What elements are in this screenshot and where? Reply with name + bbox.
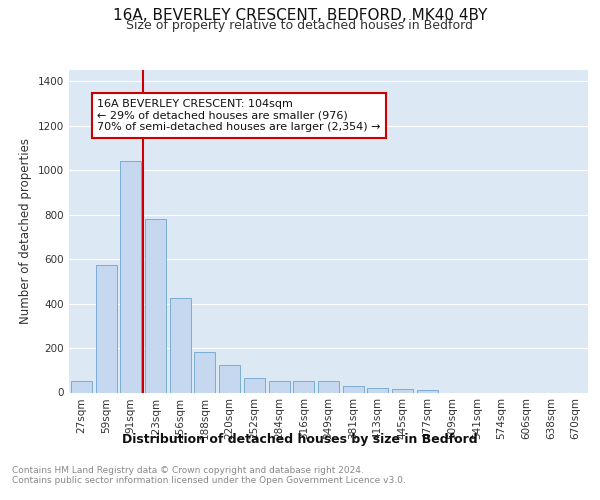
Text: Contains HM Land Registry data © Crown copyright and database right 2024.
Contai: Contains HM Land Registry data © Crown c… bbox=[12, 466, 406, 485]
Bar bbox=[170, 298, 191, 392]
Text: 16A, BEVERLEY CRESCENT, BEDFORD, MK40 4BY: 16A, BEVERLEY CRESCENT, BEDFORD, MK40 4B… bbox=[113, 8, 487, 22]
Text: Distribution of detached houses by size in Bedford: Distribution of detached houses by size … bbox=[122, 432, 478, 446]
Bar bbox=[293, 382, 314, 392]
Bar bbox=[367, 388, 388, 392]
Bar bbox=[417, 390, 438, 392]
Bar bbox=[194, 352, 215, 393]
Bar bbox=[145, 219, 166, 392]
Bar bbox=[318, 382, 339, 392]
Bar bbox=[120, 161, 141, 392]
Text: Size of property relative to detached houses in Bedford: Size of property relative to detached ho… bbox=[127, 18, 473, 32]
Bar bbox=[392, 389, 413, 392]
Y-axis label: Number of detached properties: Number of detached properties bbox=[19, 138, 32, 324]
Bar bbox=[95, 264, 116, 392]
Bar bbox=[219, 364, 240, 392]
Bar bbox=[269, 382, 290, 392]
Bar bbox=[343, 386, 364, 392]
Bar bbox=[71, 382, 92, 392]
Bar bbox=[244, 378, 265, 392]
Text: 16A BEVERLEY CRESCENT: 104sqm
← 29% of detached houses are smaller (976)
70% of : 16A BEVERLEY CRESCENT: 104sqm ← 29% of d… bbox=[97, 99, 381, 132]
